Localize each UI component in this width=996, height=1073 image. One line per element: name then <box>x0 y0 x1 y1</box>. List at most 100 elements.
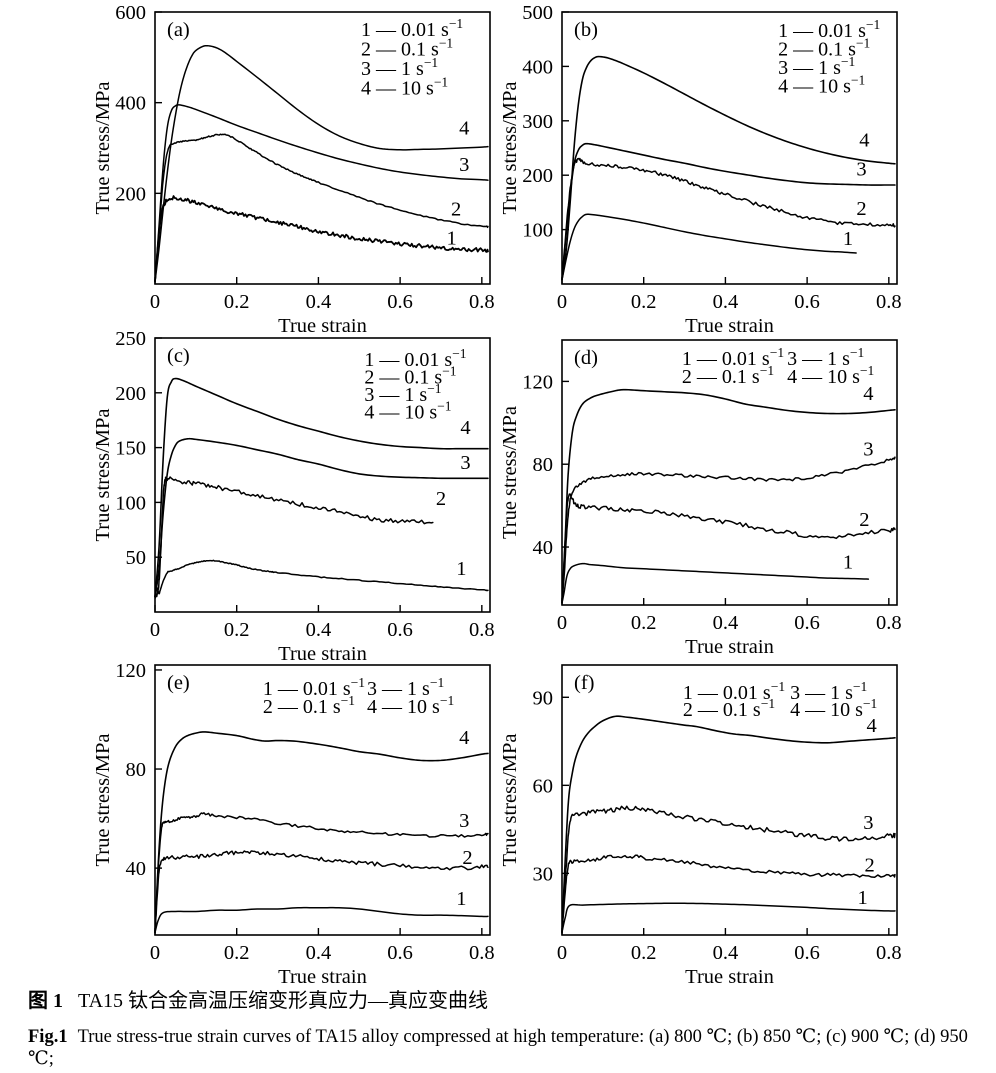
curve-label-a-2: 2 <box>451 199 461 221</box>
curve-c-2 <box>154 476 434 599</box>
legend-text-b-3: 3 — 1 s <box>778 57 841 79</box>
curve-label-a-4: 4 <box>459 118 469 140</box>
caption-en-label: Fig.1 <box>28 1027 68 1047</box>
subplot-b: 0 0.2 0.4 0.6 0.8 100 200 300 400 500 True strain T… <box>499 2 902 337</box>
curve-label-e-1: 1 <box>456 888 466 910</box>
legend-sup-a-4: −1 <box>434 75 448 90</box>
x-tick-label-b-0: 0 <box>557 291 567 313</box>
y-tick-label-a-200: 200 <box>115 183 146 205</box>
x-axis-label-a: True strain <box>278 315 367 337</box>
curve-label-b-1: 1 <box>843 228 853 250</box>
subplot-c: 0 0.2 0.4 0.6 0.8 50 100 150 200 250 True strain Tr… <box>92 328 495 665</box>
caption-en-text-line1: True stress-true strain curves of TA15 a… <box>28 1027 968 1069</box>
legend-item-d-1: 1 — 0.01 s−1 <box>682 345 784 370</box>
legend-sup-c-4: −1 <box>437 399 451 414</box>
legend-sup-f-4: −1 <box>863 696 877 711</box>
curve-b-3 <box>561 142 896 281</box>
x-tick-label-a-0.6: 0.6 <box>387 291 413 313</box>
y-tick-label-c-250: 250 <box>115 328 146 350</box>
panel-label-d: (d) <box>574 347 598 369</box>
x-tick-label-a-0.4: 0.4 <box>306 291 332 313</box>
legend-text-c-1: 1 — 0.01 s <box>364 349 452 371</box>
y-axis-label-e: True stress/MPa <box>92 733 114 866</box>
figure-plots: 0 0.2 0.4 0.6 0.8 200 400 600 True strain True st… <box>92 2 902 988</box>
x-tick-label-d-0: 0 <box>557 612 567 634</box>
legend-item-c-1: 1 — 0.01 s−1 <box>364 346 466 371</box>
x-tick-label-c-0.4: 0.4 <box>306 619 332 641</box>
curve-label-e-2: 2 <box>462 847 472 869</box>
legend-sup-f-3: −1 <box>853 679 867 694</box>
curve-c-4 <box>154 377 489 598</box>
subplot-a: 0 0.2 0.4 0.6 0.8 200 400 600 True strain True st… <box>92 2 495 337</box>
curve-label-e-3: 3 <box>459 810 469 832</box>
plot-frame-b <box>561 11 898 285</box>
x-tick-label-b-0.2: 0.2 <box>631 291 657 313</box>
x-tick-label-d-0.2: 0.2 <box>631 612 657 634</box>
legend-sup-d-4: −1 <box>860 363 874 378</box>
legend-item-c-2: 2 — 0.1 s−1 <box>364 364 456 389</box>
legend-text-b-4: 4 — 10 s <box>778 76 851 98</box>
x-tick-label-d-0.6: 0.6 <box>794 612 820 634</box>
y-axis-label-b: True stress/MPa <box>499 81 521 214</box>
curve-f-4 <box>561 715 896 933</box>
curve-d-1 <box>561 562 870 604</box>
x-axis-label-e: True strain <box>278 966 367 988</box>
x-tick-label-f-0: 0 <box>557 942 567 964</box>
curve-label-b-3: 3 <box>856 159 866 181</box>
x-tick-label-e-0: 0 <box>150 942 160 964</box>
legend-text-e-3: 3 — 1 s <box>367 678 430 700</box>
figure-caption: 图 1 TA15 钛合金高温压缩变形真应力—真应变曲线 Fig.1 True str… <box>28 984 982 1073</box>
plot-frame-f <box>561 664 898 936</box>
x-tick-label-e-0.6: 0.6 <box>387 942 413 964</box>
curve-d-2 <box>561 493 896 604</box>
curve-d-3 <box>561 456 896 604</box>
legend-text-b-2: 2 — 0.1 s <box>778 39 856 61</box>
legend-item-d-2: 2 — 0.1 s−1 <box>682 363 774 388</box>
legend-sup-c-2: −1 <box>442 364 456 379</box>
legend-item-c-4: 4 — 10 s−1 <box>364 399 451 424</box>
legend-sup-d-2: −1 <box>760 363 774 378</box>
curve-label-c-1: 1 <box>456 558 466 580</box>
x-tick-label-c-0.8: 0.8 <box>469 619 495 641</box>
curve-f-3 <box>561 805 896 934</box>
x-tick-label-f-0.8: 0.8 <box>876 942 902 964</box>
legend-text-f-1: 1 — 0.01 s <box>683 682 771 704</box>
curve-c-3 <box>154 437 489 598</box>
subplot-f: 0 0.2 0.4 0.6 0.8 30 60 90 True strain True stres… <box>499 664 902 988</box>
curve-a-1 <box>154 195 489 282</box>
y-axis-label-f: True stress/MPa <box>499 733 521 866</box>
legend-item-a-4: 4 — 10 s−1 <box>361 75 448 100</box>
legend-sup-f-1: −1 <box>771 679 785 694</box>
curve-label-f-3: 3 <box>863 812 873 834</box>
panel-label-f: (f) <box>574 672 594 694</box>
legend-sup-e-1: −1 <box>351 675 365 690</box>
legend-text-e-2: 2 — 0.1 s <box>263 696 341 718</box>
x-tick-label-f-0.2: 0.2 <box>631 942 657 964</box>
x-tick-label-d-0.8: 0.8 <box>876 612 902 634</box>
legend-sup-e-3: −1 <box>430 675 444 690</box>
curve-label-d-4: 4 <box>863 383 873 405</box>
x-tick-label-a-0.2: 0.2 <box>224 291 250 313</box>
curve-label-c-4: 4 <box>460 417 470 439</box>
legend-text-a-4: 4 — 10 s <box>361 78 434 100</box>
legend-sup-b-4: −1 <box>851 73 865 88</box>
legend-text-b-1: 1 — 0.01 s <box>778 20 866 42</box>
x-tick-label-f-0.6: 0.6 <box>794 942 820 964</box>
curve-a-4 <box>154 44 489 283</box>
curve-label-c-3: 3 <box>460 452 470 474</box>
x-tick-label-e-0.2: 0.2 <box>224 942 250 964</box>
legend-sup-b-3: −1 <box>841 54 855 69</box>
legend-item-b-2: 2 — 0.1 s−1 <box>778 36 870 61</box>
curve-label-c-2: 2 <box>436 488 446 510</box>
y-tick-label-c-200: 200 <box>115 383 146 405</box>
legend-item-f-4: 4 — 10 s−1 <box>790 696 877 721</box>
x-axis-label-c: True strain <box>278 643 367 665</box>
legend-text-a-3: 3 — 1 s <box>361 58 424 80</box>
curve-f-1 <box>561 902 896 933</box>
y-tick-label-e-120: 120 <box>115 660 146 682</box>
subplot-d: 0 0.2 0.4 0.6 0.8 40 80 120 True strain True stre… <box>499 339 902 658</box>
y-axis-label-a: True stress/MPa <box>92 81 114 214</box>
curve-label-b-4: 4 <box>859 129 869 151</box>
subplot-e: 0 0.2 0.4 0.6 0.8 40 80 120 True strain True stre… <box>92 660 495 988</box>
